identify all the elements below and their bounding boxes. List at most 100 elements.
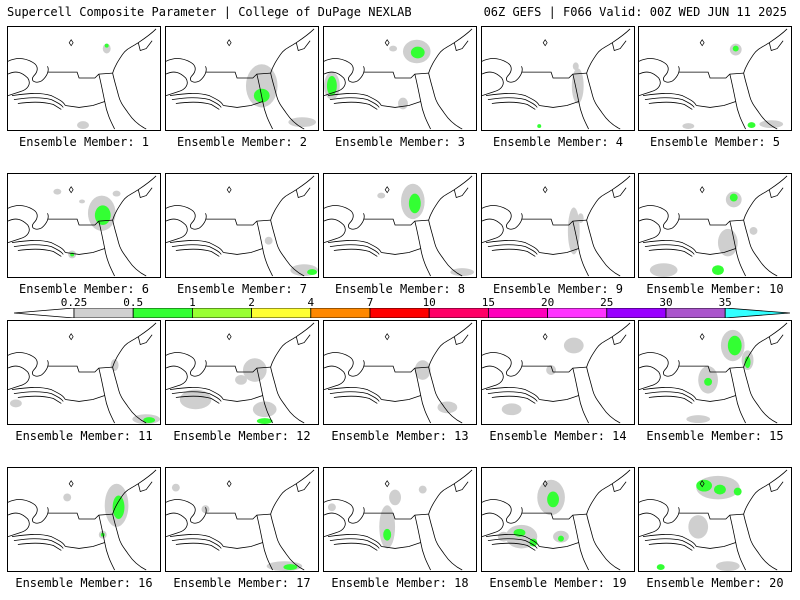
- member-panel-5: [638, 26, 792, 131]
- member-label-5: Ensemble Member: 5: [649, 135, 781, 149]
- run-info: 06Z GEFS | F066 Valid: 00Z WED JUN 11 20…: [483, 5, 787, 19]
- member-panel-4: [481, 26, 635, 131]
- colorbar-tick-label: 0.25: [60, 296, 88, 309]
- member-label-2: Ensemble Member: 2: [176, 135, 308, 149]
- colorbar-segment: [665, 308, 726, 318]
- scp-contour: [571, 68, 584, 104]
- member-label-19: Ensemble Member: 19: [489, 576, 627, 590]
- scp-contour: [686, 415, 711, 424]
- member-label-1: Ensemble Member: 1: [18, 135, 150, 149]
- scp-contour: [143, 417, 156, 424]
- scp-contour: [112, 495, 125, 520]
- colorbar-tick-label: 35: [718, 296, 732, 309]
- scp-contour: [389, 489, 401, 506]
- scp-contour: [383, 528, 392, 541]
- scp-contour: [112, 190, 121, 197]
- colorbar-segment: [606, 308, 667, 318]
- colorbar-segment: [428, 308, 489, 318]
- scp-contour: [288, 117, 317, 128]
- scp-contour: [171, 483, 180, 492]
- colorbar-segment: [310, 308, 371, 318]
- member-label-18: Ensemble Member: 18: [331, 576, 469, 590]
- scp-contour: [727, 335, 742, 356]
- member-panel-1: [7, 26, 161, 131]
- scp-contour: [714, 484, 726, 495]
- member-panel-16: [7, 467, 161, 572]
- scp-contour: [264, 236, 273, 245]
- member-label-11: Ensemble Member: 11: [15, 429, 153, 443]
- colorbar-tick-label: 25: [600, 296, 614, 309]
- colorbar-segment: [251, 308, 312, 318]
- member-panel-18: [323, 467, 477, 572]
- colorbar-legend: [14, 308, 790, 318]
- scp-contour: [704, 377, 713, 386]
- member-panel-7: [165, 173, 319, 278]
- member-panel-11: [7, 320, 161, 425]
- member-label-4: Ensemble Member: 4: [492, 135, 624, 149]
- scp-contour: [558, 535, 564, 542]
- scp-contour: [326, 76, 337, 96]
- scp-contour: [747, 122, 756, 129]
- member-panel-9: [481, 173, 635, 278]
- scp-contour: [201, 505, 210, 514]
- scp-contour: [497, 531, 510, 542]
- scp-contour: [77, 121, 89, 130]
- member-label-6: Ensemble Member: 6: [18, 282, 150, 296]
- scp-contour: [712, 265, 724, 276]
- scp-contour: [563, 337, 584, 354]
- member-label-20: Ensemble Member: 20: [646, 576, 784, 590]
- scp-contour: [389, 45, 398, 52]
- member-label-13: Ensemble Member: 13: [331, 429, 469, 443]
- member-label-8: Ensemble Member: 8: [334, 282, 466, 296]
- scp-contour: [656, 564, 665, 571]
- colorbar-segment: [369, 308, 430, 318]
- scp-contour: [715, 561, 740, 571]
- scp-contour: [744, 356, 751, 369]
- scp-contour: [408, 193, 421, 214]
- scp-contour: [759, 120, 784, 129]
- scp-contour: [307, 269, 318, 276]
- colorbar-segment: [191, 308, 252, 318]
- colorbar-tick-label: 1: [189, 296, 196, 309]
- member-label-7: Ensemble Member: 7: [176, 282, 308, 296]
- scp-contour: [79, 199, 85, 204]
- scp-contour: [414, 360, 431, 380]
- member-label-10: Ensemble Member: 10: [646, 282, 784, 296]
- member-label-14: Ensemble Member: 14: [489, 429, 627, 443]
- member-panel-2: [165, 26, 319, 131]
- colorbar-tick-label: 4: [307, 296, 315, 309]
- scp-contour: [567, 207, 580, 255]
- scp-contour: [732, 45, 739, 52]
- scp-contour: [682, 123, 695, 130]
- scp-contour: [696, 479, 713, 492]
- scp-contour: [501, 403, 522, 416]
- scp-contour: [729, 193, 738, 202]
- scp-contour: [733, 487, 742, 496]
- colorbar-segment: [547, 308, 608, 318]
- member-panel-10: [638, 173, 792, 278]
- member-panel-19: [481, 467, 635, 572]
- chart-title: Supercell Composite Parameter | College …: [7, 5, 412, 19]
- scp-contour: [235, 374, 247, 385]
- scp-contour: [418, 485, 427, 494]
- scp-contour: [572, 62, 579, 71]
- scp-contour: [377, 192, 386, 199]
- colorbar-left-arrow: [14, 308, 75, 318]
- scp-contour: [252, 401, 277, 418]
- colorbar-tick-label: 7: [366, 296, 374, 309]
- scp-contour: [749, 226, 758, 235]
- member-label-16: Ensemble Member: 16: [15, 576, 153, 590]
- scp-contour: [283, 564, 298, 571]
- scp-contour: [110, 359, 119, 372]
- member-panel-12: [165, 320, 319, 425]
- member-panel-13: [323, 320, 477, 425]
- member-label-17: Ensemble Member: 17: [173, 576, 311, 590]
- scp-contour: [327, 503, 336, 512]
- member-panel-20: [638, 467, 792, 572]
- colorbar-segment: [73, 308, 134, 318]
- colorbar-tick-label: 30: [659, 296, 673, 309]
- scp-contour: [546, 365, 557, 375]
- colorbar-tick-label: 20: [540, 296, 555, 309]
- scp-contour: [245, 64, 278, 108]
- member-panel-17: [165, 467, 319, 572]
